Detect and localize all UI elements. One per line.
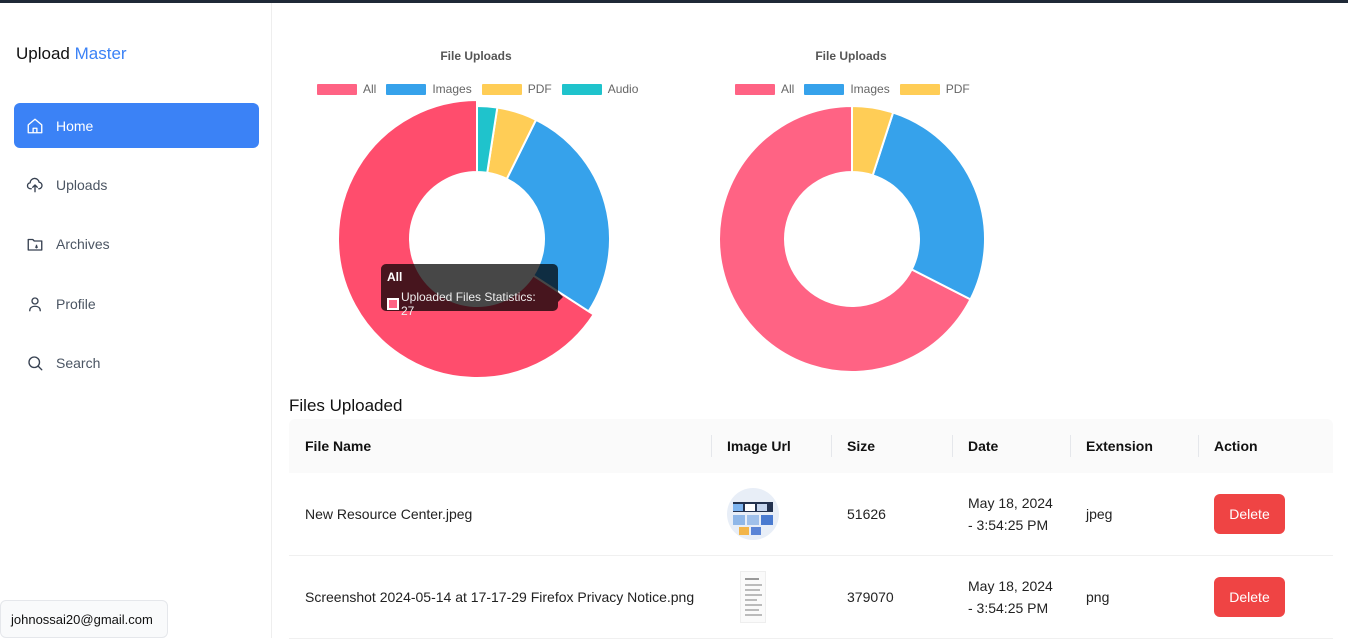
legend-item-images[interactable]: Images (386, 82, 472, 96)
chart-2-title: File Uploads (815, 49, 887, 63)
file-thumbnail[interactable] (740, 571, 766, 623)
column-header-file-name: File Name (305, 438, 372, 454)
files-table: File Name Image Url Size Date Extension … (289, 419, 1333, 639)
chart-tooltip: All Uploaded Files Statistics: 27 (381, 264, 563, 318)
file-name: Screenshot 2024-05-14 at 17-17-29 Firefo… (305, 589, 695, 605)
legend-item-pdf[interactable]: PDF (899, 82, 970, 96)
column-header-date: Date (952, 419, 1070, 473)
chart-2-doughnut[interactable] (709, 96, 995, 382)
file-extension: jpeg (1086, 506, 1113, 522)
sidebar-item-profile[interactable]: Profile (14, 281, 259, 326)
sidebar-item-search[interactable]: Search (14, 340, 259, 385)
legend-item-pdf[interactable]: PDF (481, 82, 552, 96)
user-email[interactable]: johnossai20@gmail.com (0, 600, 168, 638)
brand-logo[interactable]: Upload Master (16, 44, 127, 64)
column-header-extension: Extension (1070, 419, 1198, 473)
delete-button[interactable]: Delete (1214, 494, 1285, 534)
slice-all[interactable] (718, 104, 972, 373)
search-icon (26, 354, 44, 372)
sidebar-item-label: Uploads (56, 176, 108, 193)
file-date: May 18, 2024 - 3:54:25 PM (968, 495, 1053, 533)
slice-images[interactable] (505, 118, 611, 313)
table-row: Screenshot 2024-05-14 at 17-17-29 Firefo… (289, 556, 1333, 639)
sidebar-item-archives[interactable]: Archives (14, 221, 259, 266)
files-section-title: Files Uploaded (289, 396, 403, 415)
user-icon (26, 295, 44, 313)
table-row: New Resource Center.jpeg 51626 May 18, 2… (289, 473, 1333, 556)
column-header-size: Size (831, 419, 952, 473)
table-header: File Name Image Url Size Date Extension … (289, 419, 1333, 473)
brand-accent: Master (74, 44, 127, 63)
file-thumbnail[interactable] (727, 488, 779, 540)
sidebar-item-uploads[interactable]: Uploads (14, 162, 259, 207)
file-extension: png (1086, 589, 1110, 605)
legend-item-audio[interactable]: Audio (561, 82, 638, 96)
chart-2-legend: All Images PDF (735, 82, 980, 96)
home-icon (26, 117, 44, 135)
cloud-upload-icon (26, 176, 44, 194)
sidebar: Upload Master Home Uploads Archives Prof… (0, 3, 272, 638)
brand-main: Upload (16, 44, 70, 63)
tooltip-swatch (387, 298, 399, 310)
sidebar-item-label: Profile (56, 295, 96, 312)
sidebar-item-home[interactable]: Home (14, 103, 259, 148)
sidebar-item-label: Archives (56, 235, 110, 252)
chart-1-title: File Uploads (440, 49, 512, 63)
legend-item-images[interactable]: Images (804, 82, 890, 96)
legend-item-all[interactable]: All (735, 82, 794, 96)
folder-icon (26, 235, 44, 253)
slice-images[interactable] (871, 111, 986, 301)
column-header-action: Action (1198, 419, 1333, 473)
file-date: May 18, 2024 - 3:54:25 PM (968, 578, 1053, 616)
slice-pdf[interactable] (851, 104, 895, 177)
tooltip-title: All (387, 270, 403, 284)
file-size: 51626 (847, 506, 886, 522)
column-header-image-url: Image Url (711, 419, 831, 473)
chart-1-doughnut[interactable] (334, 96, 620, 382)
delete-button[interactable]: Delete (1214, 577, 1285, 617)
file-name: New Resource Center.jpeg (305, 506, 473, 522)
file-size: 379070 (847, 589, 894, 605)
slice-audio[interactable] (476, 104, 499, 174)
sidebar-item-label: Search (56, 354, 101, 371)
window-top-border (0, 0, 1348, 3)
chart-1-legend: All Images PDF Audio (317, 82, 648, 96)
sidebar-item-label: Home (56, 117, 94, 134)
tooltip-body: Uploaded Files Statistics: 27 (400, 290, 536, 318)
legend-item-all[interactable]: All (317, 82, 376, 96)
